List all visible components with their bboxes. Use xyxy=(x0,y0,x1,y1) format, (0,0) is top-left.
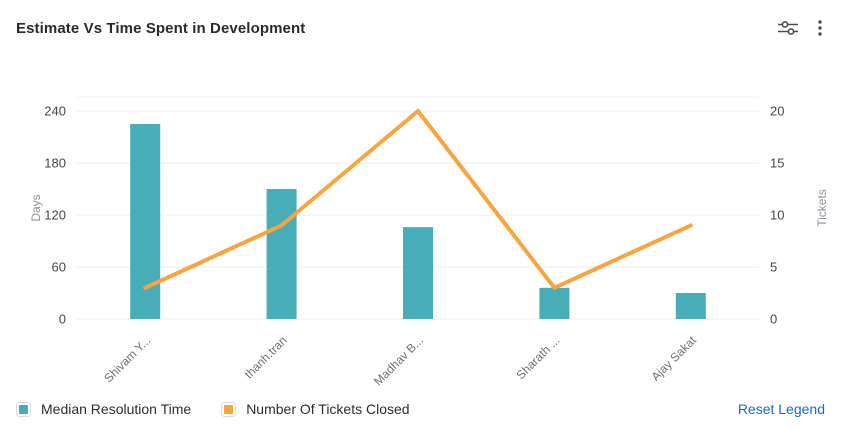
legend-swatch-teal xyxy=(16,401,31,417)
right-axis-tick-label: 10 xyxy=(770,208,784,223)
reset-legend-link[interactable]: Reset Legend xyxy=(737,401,825,417)
legend-item-label: Number Of Tickets Closed xyxy=(246,401,410,417)
right-axis-title: Tickets xyxy=(815,189,829,227)
header-actions xyxy=(773,15,827,41)
left-axis-tick-label: 0 xyxy=(59,312,66,327)
bar-median-resolution-time[interactable] xyxy=(403,227,433,319)
left-axis-tick-label: 120 xyxy=(44,208,66,223)
legend-swatch-orange xyxy=(221,401,237,417)
right-axis-tick-label: 15 xyxy=(770,156,784,171)
x-axis-category-label: Ajay Sakat xyxy=(648,333,699,384)
bar-median-resolution-time[interactable] xyxy=(266,189,297,319)
left-axis-title: Days xyxy=(29,194,43,221)
left-axis-tick-label: 240 xyxy=(44,104,66,119)
legend-item-number-of-tickets-closed[interactable]: Number Of Tickets Closed xyxy=(221,401,410,417)
left-axis-tick-label: 60 xyxy=(52,260,66,275)
legend-item-label: Median Resolution Time xyxy=(41,401,192,417)
bar-median-resolution-time[interactable] xyxy=(539,287,570,319)
right-axis-tick-label: 5 xyxy=(770,260,777,275)
chart-canvas: 0 60 120 180 240 0 5 10 15 20 Days Tickets Shivam Y.… xyxy=(29,96,829,388)
right-axis-tick-label: 20 xyxy=(770,104,784,119)
right-axis-tick-label: 0 xyxy=(770,312,777,327)
legend-item-median-resolution-time[interactable]: Median Resolution Time xyxy=(16,401,191,417)
bar-median-resolution-time[interactable] xyxy=(675,293,706,319)
chart-legend: Median Resolution Time Number Of Tickets… xyxy=(16,396,825,422)
legend-items: Median Resolution Time Number Of Tickets… xyxy=(16,401,410,417)
chart-header: Estimate Vs Time Spent in Development xyxy=(0,0,841,56)
page-title: Estimate Vs Time Spent in Development xyxy=(16,19,306,37)
x-axis-category-label: thanh.tran xyxy=(242,333,290,381)
x-axis-category-label: Shivam Y... xyxy=(101,333,153,385)
x-axis-category-label: Sharath ... xyxy=(513,333,562,382)
filter-sliders-icon[interactable] xyxy=(773,15,803,41)
left-axis-tick-label: 180 xyxy=(44,156,66,171)
more-menu-icon[interactable] xyxy=(813,15,827,41)
x-axis-category-label: Madhav B... xyxy=(371,333,426,388)
line-number-of-tickets-closed[interactable] xyxy=(143,109,693,290)
